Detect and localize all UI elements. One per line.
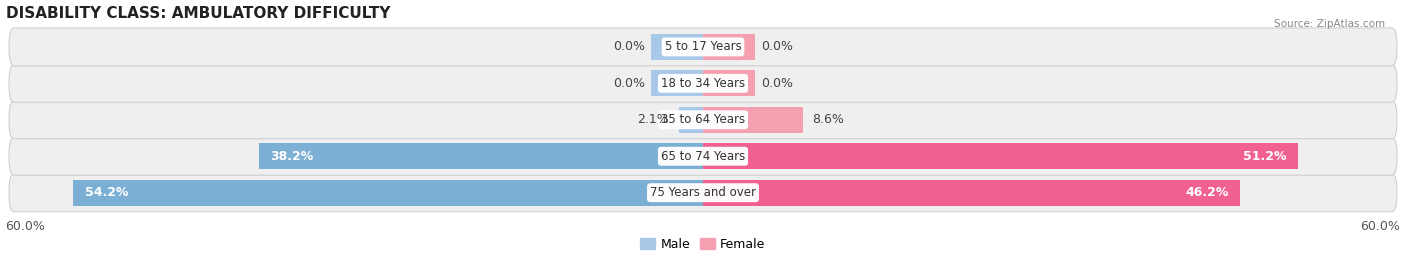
FancyBboxPatch shape (8, 64, 1398, 102)
Text: 46.2%: 46.2% (1185, 186, 1229, 199)
FancyBboxPatch shape (8, 137, 1398, 175)
Bar (651, 70, 703, 96)
Bar (679, 107, 703, 133)
Text: 65 to 74 Years: 65 to 74 Years (661, 150, 745, 163)
Text: 75 Years and over: 75 Years and over (650, 186, 756, 199)
Text: 60.0%: 60.0% (1361, 220, 1400, 233)
Text: 60.0%: 60.0% (6, 220, 45, 233)
Text: Source: ZipAtlas.com: Source: ZipAtlas.com (1274, 19, 1385, 29)
Bar (703, 107, 803, 133)
FancyBboxPatch shape (8, 101, 1398, 139)
Bar (703, 34, 755, 60)
Text: 2.1%: 2.1% (637, 113, 669, 126)
Text: DISABILITY CLASS: AMBULATORY DIFFICULTY: DISABILITY CLASS: AMBULATORY DIFFICULTY (6, 6, 389, 21)
Text: 35 to 64 Years: 35 to 64 Years (661, 113, 745, 126)
Text: 8.6%: 8.6% (813, 113, 844, 126)
Bar (651, 34, 703, 60)
Text: 38.2%: 38.2% (270, 150, 314, 163)
Text: 51.2%: 51.2% (1243, 150, 1286, 163)
Text: 54.2%: 54.2% (84, 186, 128, 199)
Text: 0.0%: 0.0% (613, 77, 645, 90)
Bar (703, 143, 1298, 169)
Bar (259, 143, 703, 169)
Text: 0.0%: 0.0% (761, 77, 793, 90)
Text: 0.0%: 0.0% (761, 40, 793, 53)
Text: 18 to 34 Years: 18 to 34 Years (661, 77, 745, 90)
FancyBboxPatch shape (8, 174, 1398, 212)
Text: 5 to 17 Years: 5 to 17 Years (665, 40, 741, 53)
Bar (703, 70, 755, 96)
FancyBboxPatch shape (8, 28, 1398, 66)
Bar (73, 180, 703, 206)
Legend: Male, Female: Male, Female (636, 233, 770, 256)
Text: 0.0%: 0.0% (613, 40, 645, 53)
Bar (703, 180, 1240, 206)
